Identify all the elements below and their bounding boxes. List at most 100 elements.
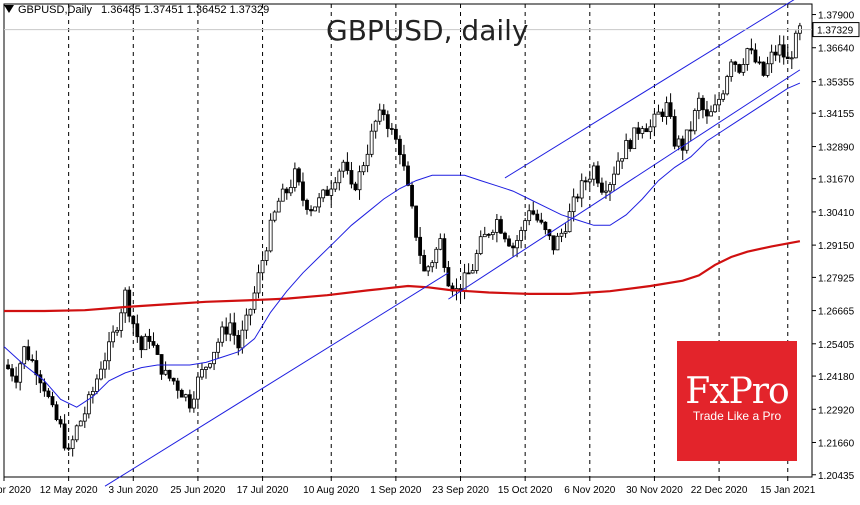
candle-body: [604, 190, 608, 193]
candle-body: [591, 165, 596, 180]
candle-body: [200, 369, 204, 378]
candle-body: [781, 44, 786, 58]
candle-body: [777, 44, 782, 56]
candle-body: [563, 231, 568, 234]
candle-body: [107, 341, 111, 362]
channel-line: [504, 0, 795, 179]
candle-body: [426, 266, 431, 272]
candle-body: [696, 97, 701, 111]
candle-body: [34, 360, 39, 376]
candle-body: [612, 173, 616, 185]
candle-body: [123, 289, 128, 314]
candle-body: [260, 260, 265, 274]
candle-body: [54, 404, 59, 421]
candle-body: [721, 93, 726, 100]
candle-body: [171, 377, 176, 382]
candle-body: [70, 439, 75, 449]
candle-body: [470, 270, 475, 274]
x-tick-label: 20 Apr 2020: [0, 485, 31, 496]
candle-body: [482, 233, 487, 238]
candle-body: [684, 129, 689, 151]
candle-body: [539, 219, 544, 223]
candle-body: [624, 140, 629, 160]
candle-body: [159, 354, 164, 375]
y-tick-label: 1.22920: [818, 405, 855, 416]
y-tick-label: 1.31670: [818, 175, 855, 186]
candle-body: [10, 368, 14, 377]
candle-body: [789, 57, 794, 60]
candle-body: [119, 312, 124, 331]
y-tick-label: 1.35355: [818, 78, 855, 89]
candle-body: [111, 331, 115, 343]
candle-body: [361, 165, 366, 173]
candle-body: [99, 368, 103, 380]
candle-body: [50, 396, 55, 406]
candle-body: [664, 102, 669, 117]
candle-body: [628, 140, 633, 150]
y-tick-label: 1.27925: [818, 273, 855, 284]
candle-body: [317, 197, 322, 208]
candle-body: [329, 188, 334, 196]
candle-body: [761, 61, 766, 76]
candle-body: [212, 351, 216, 365]
candle-body: [389, 128, 394, 130]
candle-body: [163, 369, 168, 375]
candle-body: [268, 219, 273, 252]
candle-body: [167, 369, 172, 379]
ohlc-values: 1.36485 1.37451 1.36452 1.37329: [101, 4, 270, 16]
x-tick-label: 23 Sep 2020: [432, 485, 489, 496]
candle-body: [668, 102, 673, 117]
candle-body: [280, 188, 285, 202]
candle-body: [511, 245, 515, 249]
candle-body: [733, 61, 738, 65]
candle-body: [499, 219, 503, 234]
candle-body: [757, 61, 762, 64]
candle-body: [292, 168, 297, 188]
candle-body: [632, 127, 637, 150]
candle-body: [373, 120, 378, 132]
candle-body: [284, 188, 289, 194]
candle-body: [357, 171, 362, 191]
candle-body: [228, 322, 233, 335]
candle-body: [398, 138, 402, 155]
candle-body: [216, 341, 221, 353]
candle-body: [688, 129, 693, 132]
candle-body: [490, 231, 495, 236]
candle-body: [616, 160, 620, 175]
y-tick-label: 1.32890: [818, 143, 855, 154]
candle-body: [179, 389, 184, 398]
x-tick-label: 6 Nov 2020: [564, 485, 616, 496]
candle-body: [620, 158, 625, 162]
candle-body: [660, 111, 665, 117]
candle-body: [78, 420, 83, 427]
candle-body: [656, 111, 661, 115]
candle-body: [640, 128, 645, 134]
candle-body: [220, 326, 225, 343]
candle-body: [636, 127, 641, 134]
y-tick-label: 1.29150: [818, 241, 855, 252]
candle-body: [337, 170, 342, 184]
candle-body: [208, 363, 212, 368]
candle-body: [559, 232, 564, 237]
candle-body: [793, 32, 798, 59]
candle-body: [135, 323, 140, 338]
y-tick-label: 1.25405: [818, 340, 855, 351]
candle-body: [365, 153, 370, 167]
candle-body: [305, 199, 309, 210]
logo-brand: FxPro: [685, 371, 789, 412]
y-tick-label: 1.34155: [818, 109, 855, 120]
candle-body: [325, 189, 330, 196]
candle-body: [575, 196, 580, 199]
candle-body: [567, 211, 572, 233]
candle-body: [369, 130, 374, 155]
candle-body: [276, 200, 281, 213]
candle-body: [143, 335, 148, 351]
candle-body: [701, 97, 705, 111]
x-tick-label: 12 May 2020: [40, 485, 98, 496]
candle-body: [288, 187, 293, 194]
candle-body: [692, 110, 697, 132]
candle-body: [272, 211, 277, 221]
x-tick-label: 1 Sep 2020: [370, 485, 422, 496]
symbol-label: GBPUSD,Daily: [18, 4, 92, 16]
